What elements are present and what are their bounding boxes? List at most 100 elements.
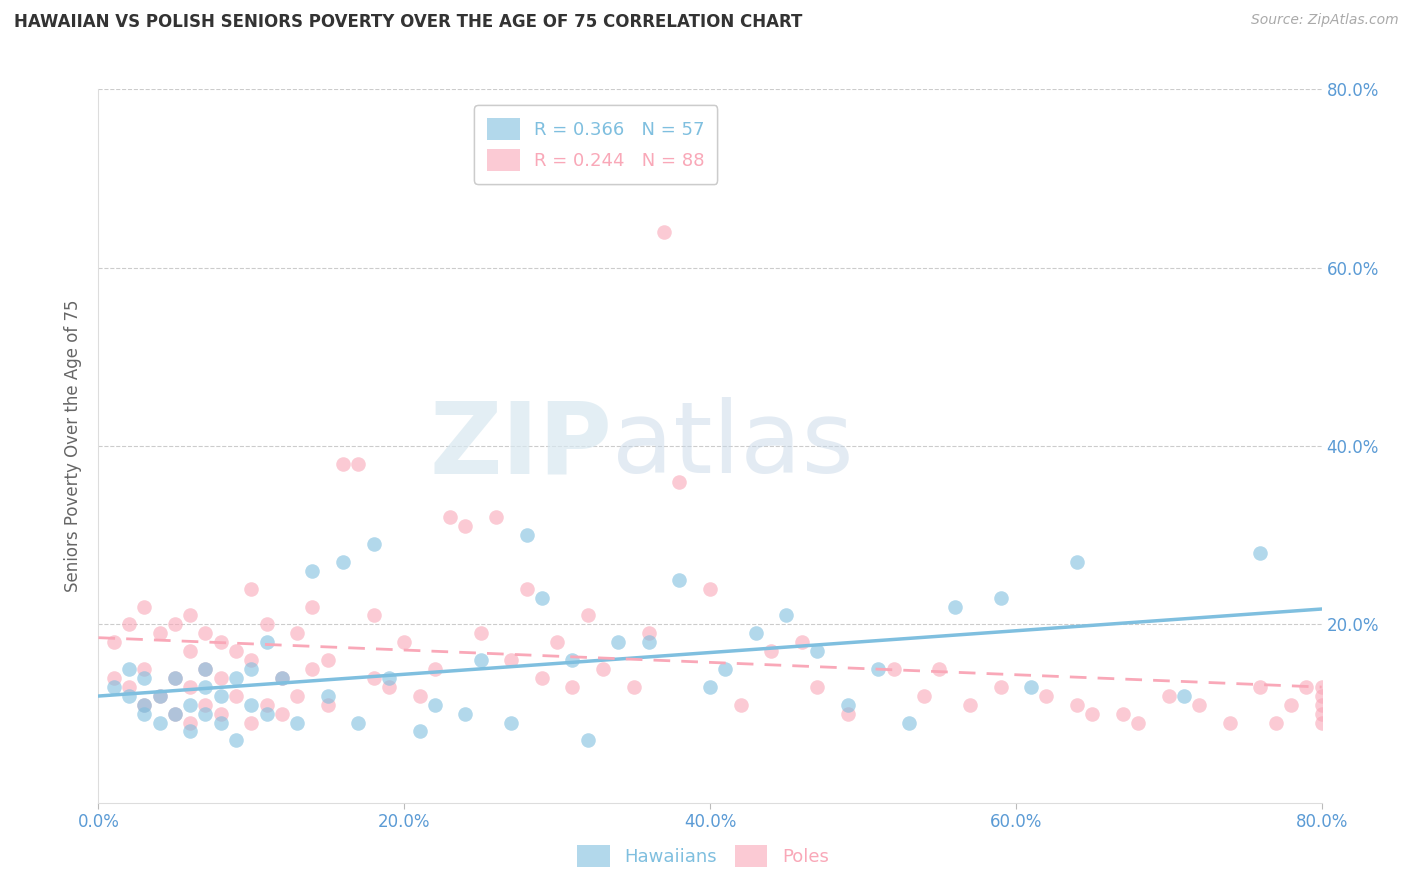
Point — [256, 706, 278, 721]
Point — [363, 537, 385, 551]
Point — [209, 689, 232, 703]
Point — [256, 635, 278, 649]
Point — [990, 591, 1012, 605]
Point — [179, 644, 201, 658]
Point — [240, 653, 263, 667]
Point — [775, 608, 797, 623]
Point — [745, 626, 768, 640]
Point — [134, 706, 156, 721]
Point — [806, 680, 828, 694]
Point — [270, 671, 292, 685]
Point — [316, 698, 339, 712]
Point — [897, 715, 920, 730]
Point — [179, 698, 201, 712]
Point — [652, 225, 675, 239]
Point — [225, 733, 247, 747]
Point — [576, 733, 599, 747]
Point — [347, 715, 370, 730]
Point — [1264, 715, 1286, 730]
Point — [607, 635, 630, 649]
Point — [912, 689, 935, 703]
Point — [423, 698, 446, 712]
Point — [194, 626, 217, 640]
Point — [470, 653, 492, 667]
Point — [179, 724, 201, 739]
Point — [285, 689, 308, 703]
Point — [225, 689, 247, 703]
Point — [134, 599, 156, 614]
Point — [959, 698, 981, 712]
Point — [883, 662, 905, 676]
Point — [316, 653, 339, 667]
Point — [470, 626, 492, 640]
Point — [423, 662, 446, 676]
Point — [194, 662, 217, 676]
Point — [378, 671, 401, 685]
Legend: Hawaiians, Poles: Hawaiians, Poles — [569, 838, 837, 874]
Point — [1066, 555, 1088, 569]
Legend: R = 0.366   N = 57, R = 0.244   N = 88: R = 0.366 N = 57, R = 0.244 N = 88 — [474, 105, 717, 184]
Point — [209, 706, 232, 721]
Point — [454, 519, 477, 533]
Point — [485, 510, 508, 524]
Point — [408, 724, 430, 739]
Point — [623, 680, 645, 694]
Point — [270, 706, 292, 721]
Point — [837, 698, 859, 712]
Point — [149, 715, 172, 730]
Point — [714, 662, 737, 676]
Text: Source: ZipAtlas.com: Source: ZipAtlas.com — [1251, 13, 1399, 28]
Point — [561, 680, 583, 694]
Point — [134, 671, 156, 685]
Point — [990, 680, 1012, 694]
Point — [285, 626, 308, 640]
Point — [392, 635, 416, 649]
Point — [501, 653, 523, 667]
Point — [928, 662, 950, 676]
Point — [240, 662, 263, 676]
Point — [163, 671, 186, 685]
Point — [530, 671, 553, 685]
Point — [332, 457, 354, 471]
Point — [347, 457, 370, 471]
Point — [240, 715, 263, 730]
Point — [730, 698, 752, 712]
Point — [301, 599, 323, 614]
Point — [1157, 689, 1180, 703]
Point — [285, 715, 308, 730]
Point — [790, 635, 813, 649]
Point — [134, 698, 156, 712]
Point — [363, 608, 385, 623]
Point — [270, 671, 292, 685]
Point — [363, 671, 385, 685]
Point — [592, 662, 614, 676]
Point — [209, 635, 232, 649]
Point — [516, 528, 538, 542]
Point — [439, 510, 461, 524]
Point — [868, 662, 890, 676]
Point — [1310, 680, 1333, 694]
Point — [103, 680, 125, 694]
Point — [179, 680, 201, 694]
Point — [668, 573, 690, 587]
Point — [118, 689, 141, 703]
Point — [1310, 706, 1333, 721]
Point — [1035, 689, 1057, 703]
Point — [149, 689, 172, 703]
Point — [163, 671, 186, 685]
Point — [1066, 698, 1088, 712]
Point — [1279, 698, 1302, 712]
Point — [759, 644, 782, 658]
Point — [699, 680, 721, 694]
Point — [837, 706, 859, 721]
Text: ZIP: ZIP — [429, 398, 612, 494]
Text: HAWAIIAN VS POLISH SENIORS POVERTY OVER THE AGE OF 75 CORRELATION CHART: HAWAIIAN VS POLISH SENIORS POVERTY OVER … — [14, 13, 803, 31]
Point — [516, 582, 538, 596]
Point — [194, 706, 217, 721]
Point — [225, 671, 247, 685]
Point — [194, 698, 217, 712]
Point — [240, 698, 263, 712]
Point — [1295, 680, 1317, 694]
Point — [1249, 546, 1271, 560]
Point — [454, 706, 477, 721]
